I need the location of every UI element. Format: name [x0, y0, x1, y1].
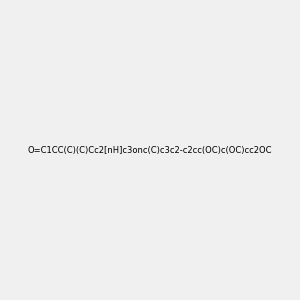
Text: O=C1CC(C)(C)Cc2[nH]c3onc(C)c3c2-c2cc(OC)c(OC)cc2OC: O=C1CC(C)(C)Cc2[nH]c3onc(C)c3c2-c2cc(OC)…	[28, 146, 272, 154]
